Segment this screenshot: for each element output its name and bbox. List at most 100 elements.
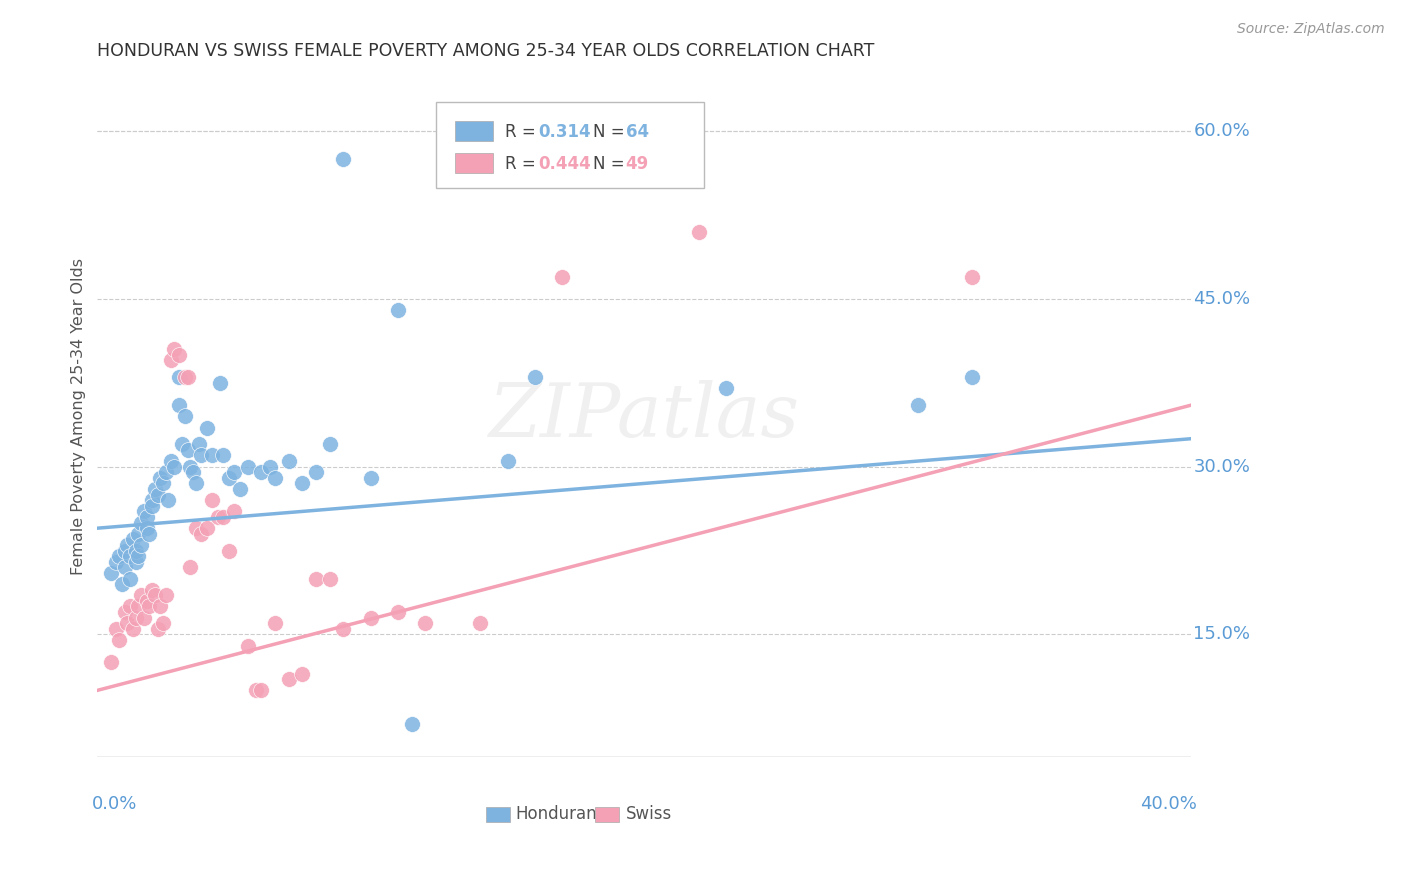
- Point: [169, 348, 191, 362]
- Point: [124, 555, 146, 569]
- Point: [387, 303, 409, 318]
- Point: [169, 398, 191, 412]
- Point: [250, 465, 273, 479]
- Point: [146, 622, 169, 636]
- Point: [212, 510, 235, 524]
- Point: [688, 225, 710, 239]
- Point: [176, 370, 198, 384]
- Text: N =: N =: [593, 155, 630, 173]
- Point: [129, 538, 152, 552]
- Point: [160, 353, 183, 368]
- Point: [141, 582, 163, 597]
- Point: [523, 370, 546, 384]
- Point: [360, 610, 382, 624]
- Point: [222, 504, 245, 518]
- Point: [360, 471, 382, 485]
- Point: [184, 521, 207, 535]
- Point: [184, 476, 207, 491]
- FancyBboxPatch shape: [456, 153, 494, 173]
- Point: [141, 493, 163, 508]
- Point: [117, 616, 139, 631]
- Point: [105, 622, 128, 636]
- Point: [105, 555, 128, 569]
- Text: 45.0%: 45.0%: [1194, 290, 1250, 308]
- Point: [143, 482, 166, 496]
- Text: ZIPatlas: ZIPatlas: [489, 380, 800, 452]
- Point: [264, 471, 287, 485]
- FancyBboxPatch shape: [456, 121, 494, 142]
- Point: [291, 666, 314, 681]
- Point: [716, 381, 738, 395]
- Point: [114, 605, 136, 619]
- Point: [149, 471, 172, 485]
- Point: [163, 343, 186, 357]
- Text: Source: ZipAtlas.com: Source: ZipAtlas.com: [1237, 22, 1385, 37]
- Point: [157, 493, 180, 508]
- Point: [108, 633, 131, 648]
- Point: [222, 465, 245, 479]
- Point: [146, 488, 169, 502]
- Point: [172, 437, 194, 451]
- Text: N =: N =: [593, 123, 630, 141]
- Text: 0.444: 0.444: [538, 155, 591, 173]
- Point: [152, 616, 174, 631]
- Point: [129, 516, 152, 530]
- Point: [201, 449, 224, 463]
- Text: 64: 64: [626, 123, 648, 141]
- Point: [201, 493, 224, 508]
- Point: [401, 717, 423, 731]
- Point: [190, 526, 212, 541]
- Point: [291, 476, 314, 491]
- Point: [138, 599, 160, 614]
- Point: [173, 370, 195, 384]
- Point: [114, 560, 136, 574]
- Point: [122, 533, 145, 547]
- Point: [332, 152, 354, 166]
- Point: [169, 370, 191, 384]
- Point: [163, 459, 186, 474]
- Point: [212, 449, 235, 463]
- FancyBboxPatch shape: [436, 103, 704, 188]
- Point: [236, 459, 259, 474]
- Point: [277, 454, 299, 468]
- Point: [114, 543, 136, 558]
- Text: Hondurans: Hondurans: [515, 805, 606, 823]
- Point: [127, 549, 149, 563]
- Point: [179, 560, 201, 574]
- FancyBboxPatch shape: [595, 806, 619, 822]
- Point: [470, 616, 492, 631]
- Point: [100, 566, 122, 580]
- Point: [195, 521, 218, 535]
- Point: [496, 454, 519, 468]
- FancyBboxPatch shape: [485, 806, 510, 822]
- Point: [122, 622, 145, 636]
- Point: [129, 588, 152, 602]
- Point: [124, 543, 146, 558]
- Y-axis label: Female Poverty Among 25-34 Year Olds: Female Poverty Among 25-34 Year Olds: [72, 258, 86, 574]
- Text: Swiss: Swiss: [626, 805, 672, 823]
- Point: [135, 521, 157, 535]
- Point: [176, 442, 198, 457]
- Point: [160, 454, 183, 468]
- Point: [111, 577, 134, 591]
- Point: [236, 639, 259, 653]
- Point: [127, 599, 149, 614]
- Point: [415, 616, 437, 631]
- Point: [138, 526, 160, 541]
- Point: [264, 616, 287, 631]
- Text: 15.0%: 15.0%: [1194, 625, 1250, 643]
- Point: [120, 549, 142, 563]
- Point: [173, 409, 195, 424]
- Point: [143, 588, 166, 602]
- Text: 0.0%: 0.0%: [91, 795, 138, 813]
- Point: [135, 594, 157, 608]
- Point: [962, 370, 984, 384]
- Point: [551, 269, 574, 284]
- Point: [108, 549, 131, 563]
- Point: [250, 683, 273, 698]
- Point: [259, 459, 281, 474]
- Text: 49: 49: [626, 155, 650, 173]
- Point: [332, 622, 354, 636]
- Point: [207, 510, 229, 524]
- Point: [120, 572, 142, 586]
